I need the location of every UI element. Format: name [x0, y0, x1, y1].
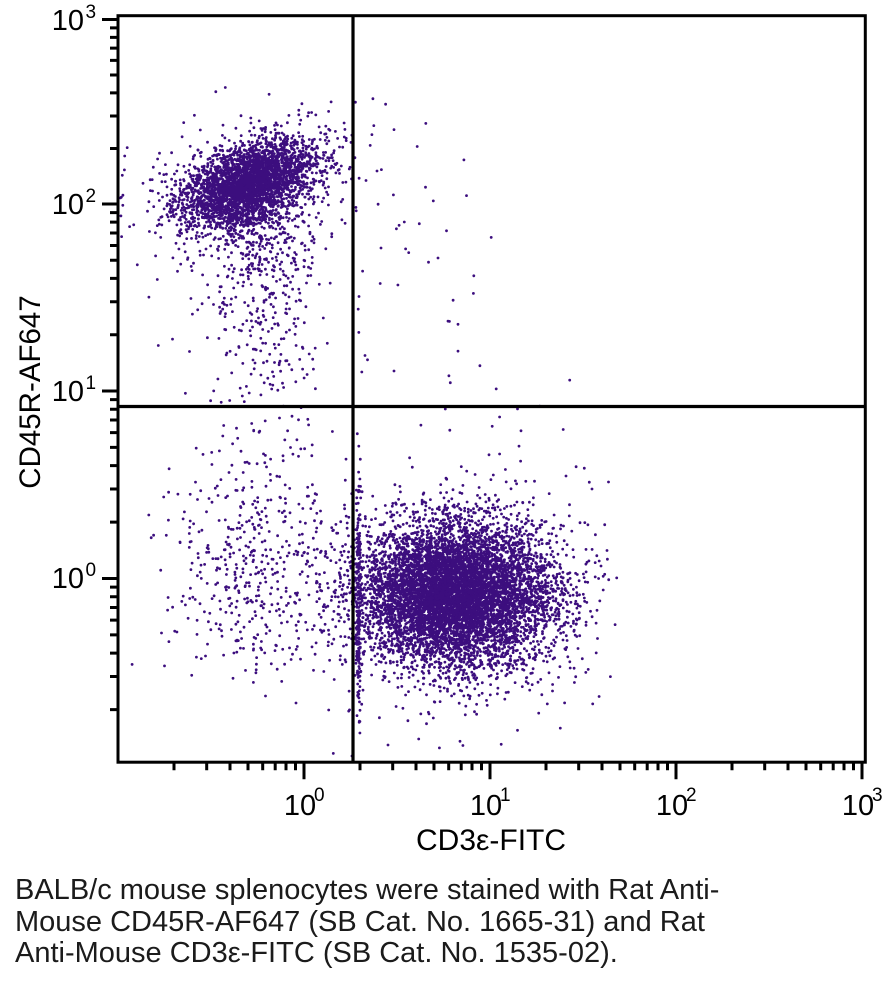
svg-text:10: 10 — [52, 376, 84, 408]
svg-text:2: 2 — [686, 785, 697, 806]
svg-text:10: 10 — [842, 790, 874, 822]
svg-text:10: 10 — [656, 790, 688, 822]
svg-text:3: 3 — [86, 2, 97, 23]
svg-text:10: 10 — [52, 563, 84, 595]
svg-text:CD45R-AF647: CD45R-AF647 — [14, 295, 47, 488]
svg-text:CD3ε-FITC: CD3ε-FITC — [416, 824, 566, 857]
svg-text:1: 1 — [86, 373, 97, 394]
svg-text:0: 0 — [314, 785, 325, 806]
svg-text:3: 3 — [872, 785, 883, 806]
svg-text:0: 0 — [86, 560, 97, 581]
svg-text:1: 1 — [500, 785, 511, 806]
svg-text:10: 10 — [52, 5, 84, 37]
svg-text:2: 2 — [86, 186, 97, 207]
svg-text:10: 10 — [470, 790, 502, 822]
svg-text:10: 10 — [284, 790, 316, 822]
svg-text:10: 10 — [52, 189, 84, 221]
